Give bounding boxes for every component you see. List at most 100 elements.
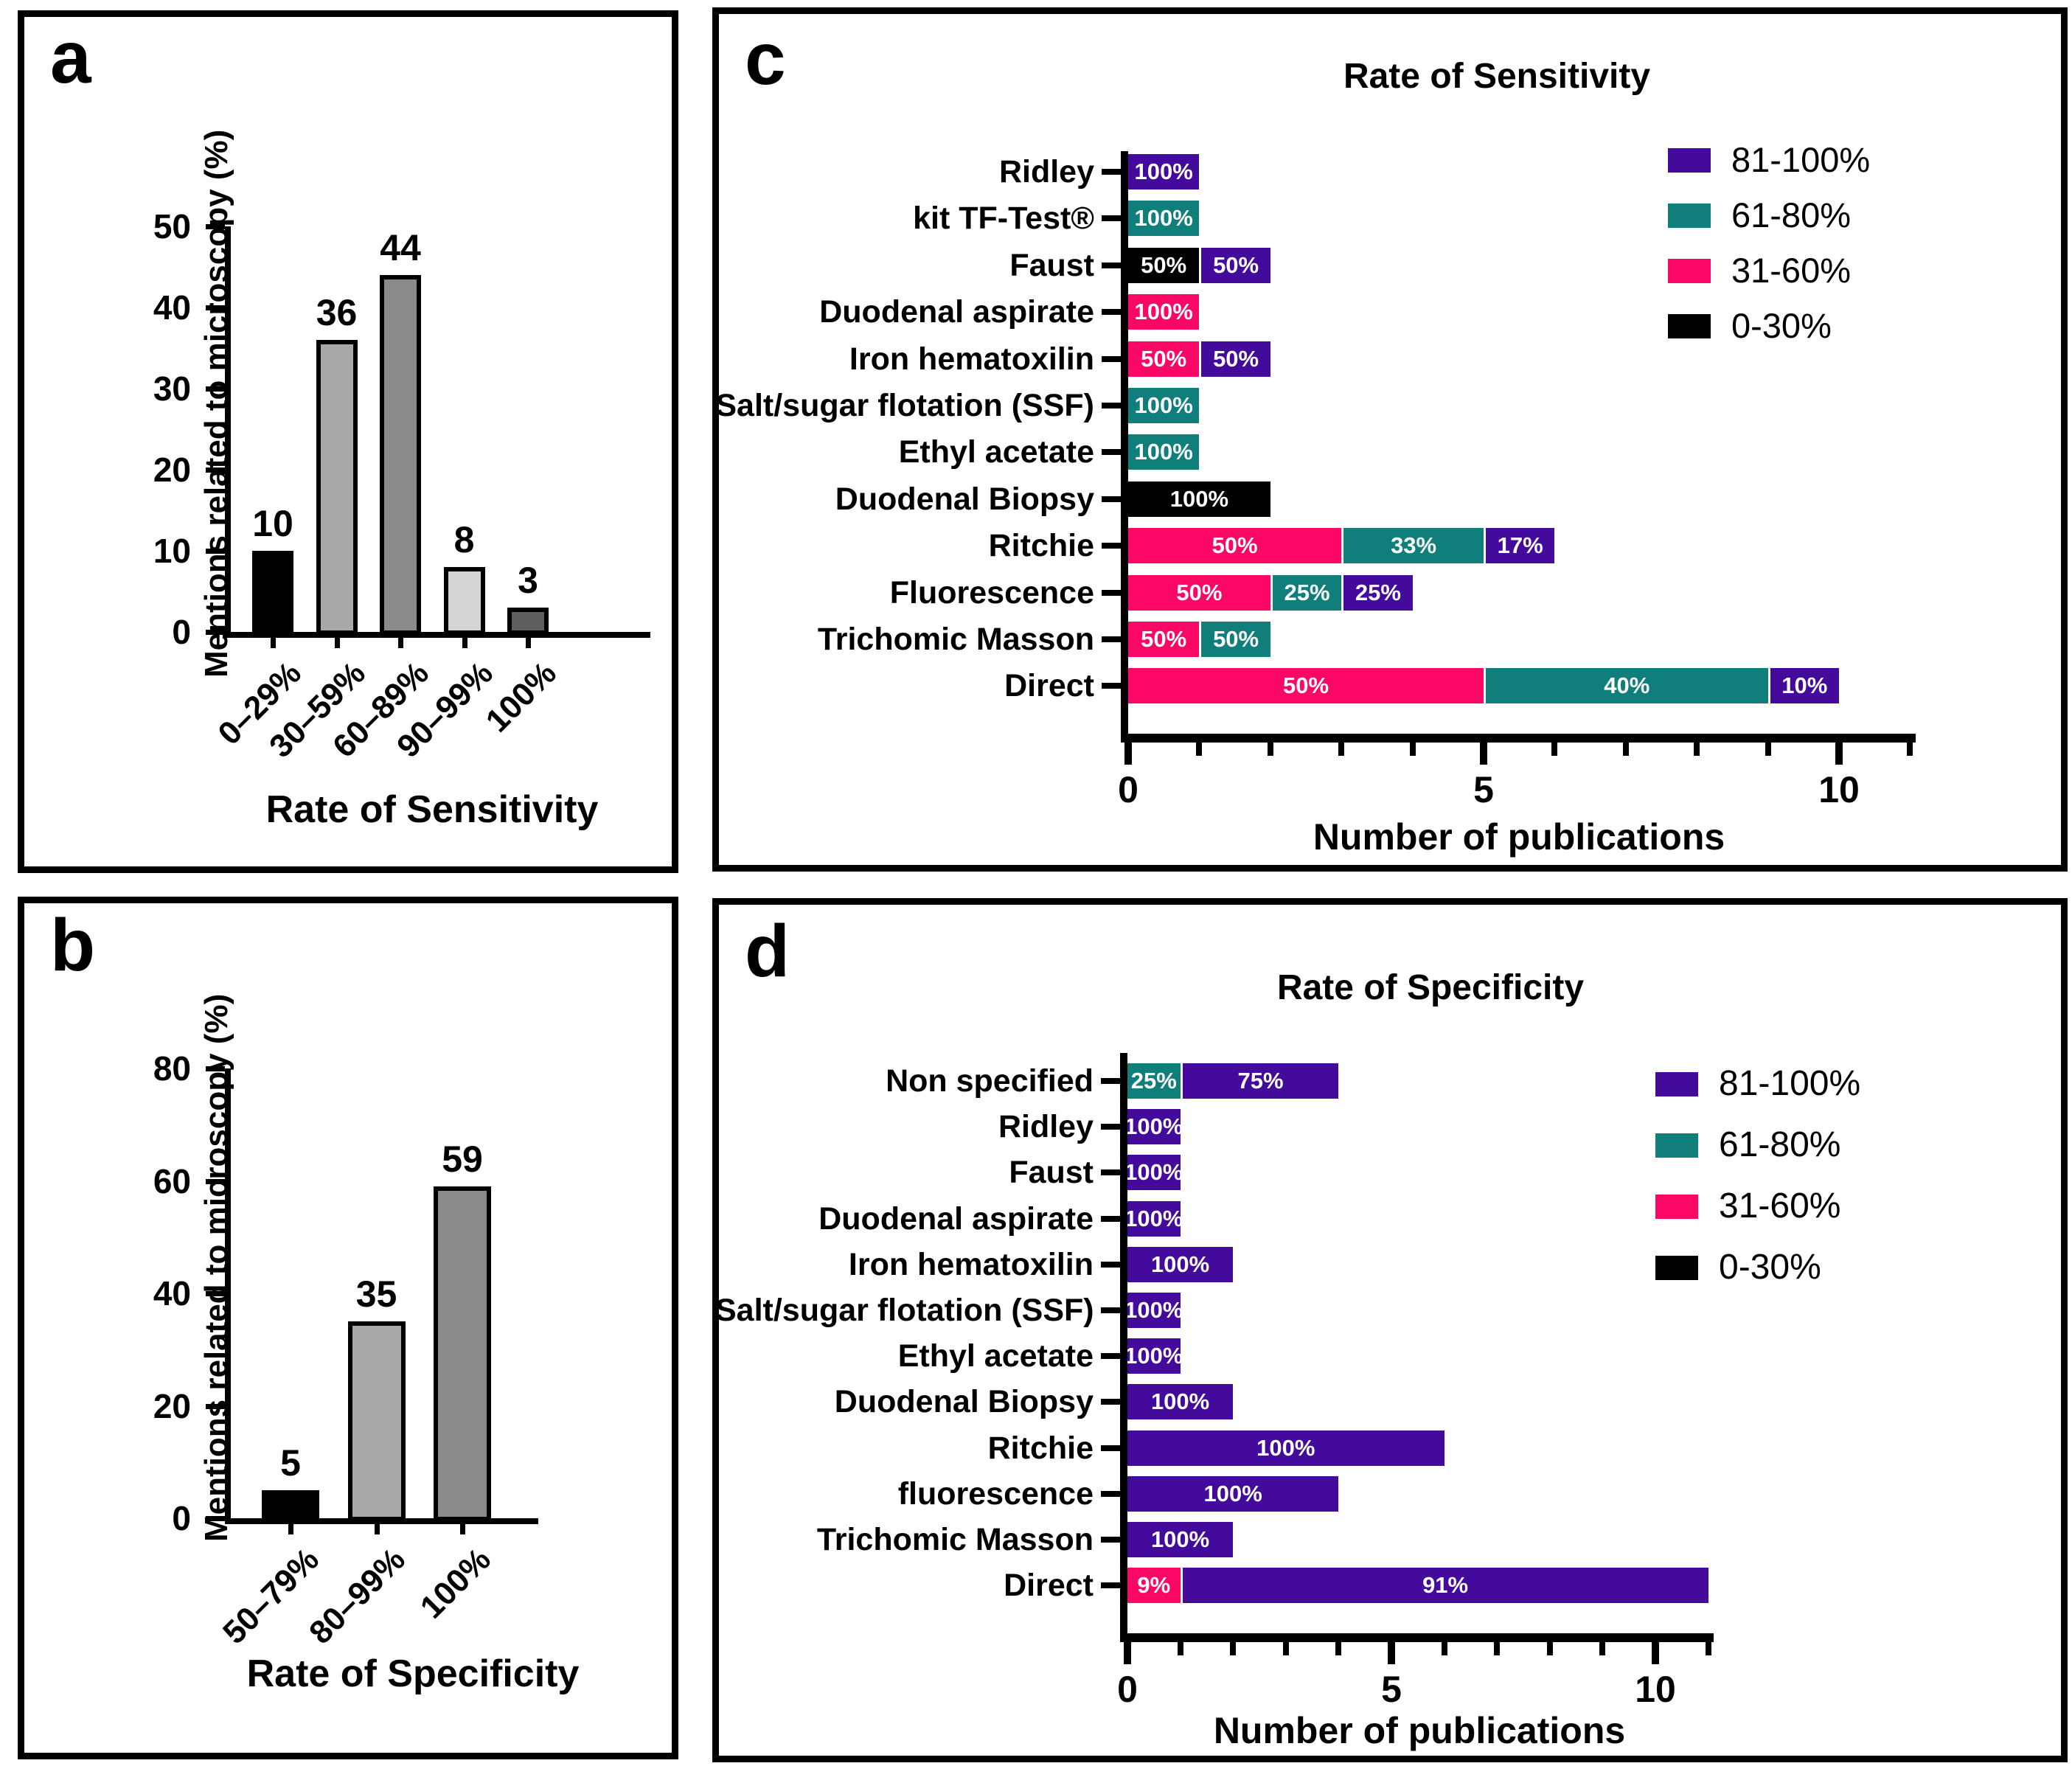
stacked-bar-row: 100% xyxy=(1127,1293,1181,1328)
y-category-label: Iron hematoxilin xyxy=(848,1246,1094,1282)
y-category-label: Iron hematoxilin xyxy=(849,341,1094,377)
bar-segment: 25% xyxy=(1127,1063,1181,1099)
legend-label: 0-30% xyxy=(1731,306,1832,345)
bar-segment: 100% xyxy=(1127,1246,1234,1282)
panel-b-x-axis-label: Rate of Specificity xyxy=(246,1652,580,1695)
category-tick xyxy=(1102,496,1121,502)
bar-value-label: 36 xyxy=(316,292,358,333)
segment-percent-label: 100% xyxy=(1127,1113,1181,1140)
panel-d-border xyxy=(712,898,2068,1762)
panel-c-x-tick xyxy=(1409,743,1416,756)
bar-segment: 100% xyxy=(1127,1338,1181,1374)
y-category-label: Ridley xyxy=(998,154,1094,190)
bar-segment: 100% xyxy=(1128,294,1200,330)
panel-a-category-tick xyxy=(462,638,467,648)
panel-d-x-tick xyxy=(1599,1642,1606,1655)
panel-c-x-tick xyxy=(1124,743,1132,765)
y-category-label: Salt/sugar flotation (SSF) xyxy=(715,1293,1094,1328)
panel-c-title: Rate of Sensitivity xyxy=(1343,57,1651,96)
category-tick xyxy=(1102,683,1121,689)
panel-a-y-axis-spine xyxy=(225,226,231,638)
panel-c-x-axis-label: Number of publications xyxy=(1313,816,1725,858)
stacked-bar-row: 50% 40% 10% xyxy=(1128,668,1839,704)
stacked-bar-row: 50% 50% xyxy=(1128,341,1270,377)
legend-label: 61-80% xyxy=(1731,195,1851,234)
bar xyxy=(380,275,421,635)
category-tick xyxy=(1101,1261,1120,1268)
category-tick xyxy=(1101,1353,1120,1360)
segment-percent-label: 9% xyxy=(1137,1572,1171,1599)
legend-label: 81-100% xyxy=(1719,1064,1861,1103)
panel-b-letter: b xyxy=(50,904,96,987)
bar-segment: 17% xyxy=(1483,528,1555,564)
stacked-bar-row: 100% xyxy=(1128,154,1200,190)
category-tick xyxy=(1102,543,1121,549)
y-category-label: kit TF-Test® xyxy=(913,201,1094,237)
panel-d-y-axis-spine xyxy=(1120,1053,1127,1642)
category-tick xyxy=(1102,403,1121,409)
stacked-bar-row: 25% 75% xyxy=(1127,1063,1339,1099)
panel-c-x-tick xyxy=(1835,743,1843,765)
panel-d-x-tick xyxy=(1124,1642,1131,1664)
category-tick xyxy=(1102,215,1121,222)
segment-percent-label: 100% xyxy=(1134,159,1193,184)
panel-b-y-tick-label: 0 xyxy=(172,1499,191,1537)
panel-b-y-tick-label: 80 xyxy=(153,1049,191,1088)
category-tick xyxy=(1101,1399,1120,1405)
bar-value-label: 5 xyxy=(280,1442,301,1484)
bar-segment: 100% xyxy=(1127,1430,1445,1466)
stacked-bar-row: 100% xyxy=(1127,1430,1445,1466)
panel-d-x-tick-label: 10 xyxy=(1635,1669,1676,1710)
bar-segment: 100% xyxy=(1127,1384,1234,1420)
stacked-bar-row: 100% xyxy=(1128,434,1200,470)
bar-segment: 50% xyxy=(1199,622,1270,657)
panel-b-y-tick-label: 60 xyxy=(153,1161,191,1200)
bar xyxy=(507,608,549,635)
panel-b-y-axis-spine xyxy=(225,1068,231,1524)
panel-c-x-tick xyxy=(1694,743,1700,756)
bar-value-label: 3 xyxy=(518,560,538,601)
category-tick xyxy=(1102,262,1121,268)
bar-segment: 100% xyxy=(1127,1475,1339,1512)
panel-c-letter: c xyxy=(745,18,786,100)
bar-segment: 50% xyxy=(1128,247,1200,283)
panel-d-x-tick xyxy=(1441,1642,1447,1655)
panel-d-x-tick-label: 5 xyxy=(1381,1669,1402,1710)
panel-b-category-tick xyxy=(288,1524,293,1534)
bar xyxy=(252,551,293,635)
bar-segment: 100% xyxy=(1127,1293,1181,1328)
y-category-label: Duodenal Biopsy xyxy=(835,481,1094,517)
panel-d-letter: d xyxy=(745,910,790,992)
y-category-label: Direct xyxy=(1004,1568,1094,1604)
stacked-bar-row: 100% xyxy=(1128,201,1200,237)
panel-a-y-tick-label: 10 xyxy=(153,532,191,570)
segment-percent-label: 25% xyxy=(1284,579,1330,605)
bar xyxy=(347,1321,406,1521)
y-category-label: Direct xyxy=(1004,668,1094,704)
category-tick xyxy=(1101,1215,1120,1222)
bar-segment: 25% xyxy=(1270,574,1342,611)
bar-segment: 100% xyxy=(1127,1109,1181,1145)
y-category-label: Ritchie xyxy=(987,1430,1094,1466)
segment-percent-label: 100% xyxy=(1134,205,1193,232)
bar-segment: 100% xyxy=(1127,1155,1181,1191)
stacked-bar-row: 100% xyxy=(1127,1475,1339,1512)
y-category-label: Duodenal Biopsy xyxy=(834,1384,1094,1420)
panel-b-category-tick xyxy=(460,1524,465,1534)
panel-d-x-tick xyxy=(1230,1642,1237,1655)
y-category-label: Trichomic Masson xyxy=(816,1522,1094,1557)
y-category-label: Fluorescence xyxy=(889,574,1094,611)
segment-percent-label: 25% xyxy=(1130,1068,1177,1094)
panel-d-x-tick xyxy=(1282,1642,1289,1655)
bar-segment: 50% xyxy=(1128,528,1342,564)
stacked-bar-row: 100% xyxy=(1128,481,1270,517)
panel-a-category-tick xyxy=(334,638,340,648)
panel-b-y-tick xyxy=(206,1516,225,1521)
bar-segment: 100% xyxy=(1128,481,1270,517)
legend-swatch xyxy=(1655,1255,1698,1280)
y-category-label: Ethyl acetate xyxy=(897,1338,1094,1374)
panel-a-y-tick-label: 50 xyxy=(153,207,191,246)
panel-d-x-tick xyxy=(1388,1642,1395,1664)
legend-swatch xyxy=(1668,258,1711,283)
bar xyxy=(434,1186,491,1521)
